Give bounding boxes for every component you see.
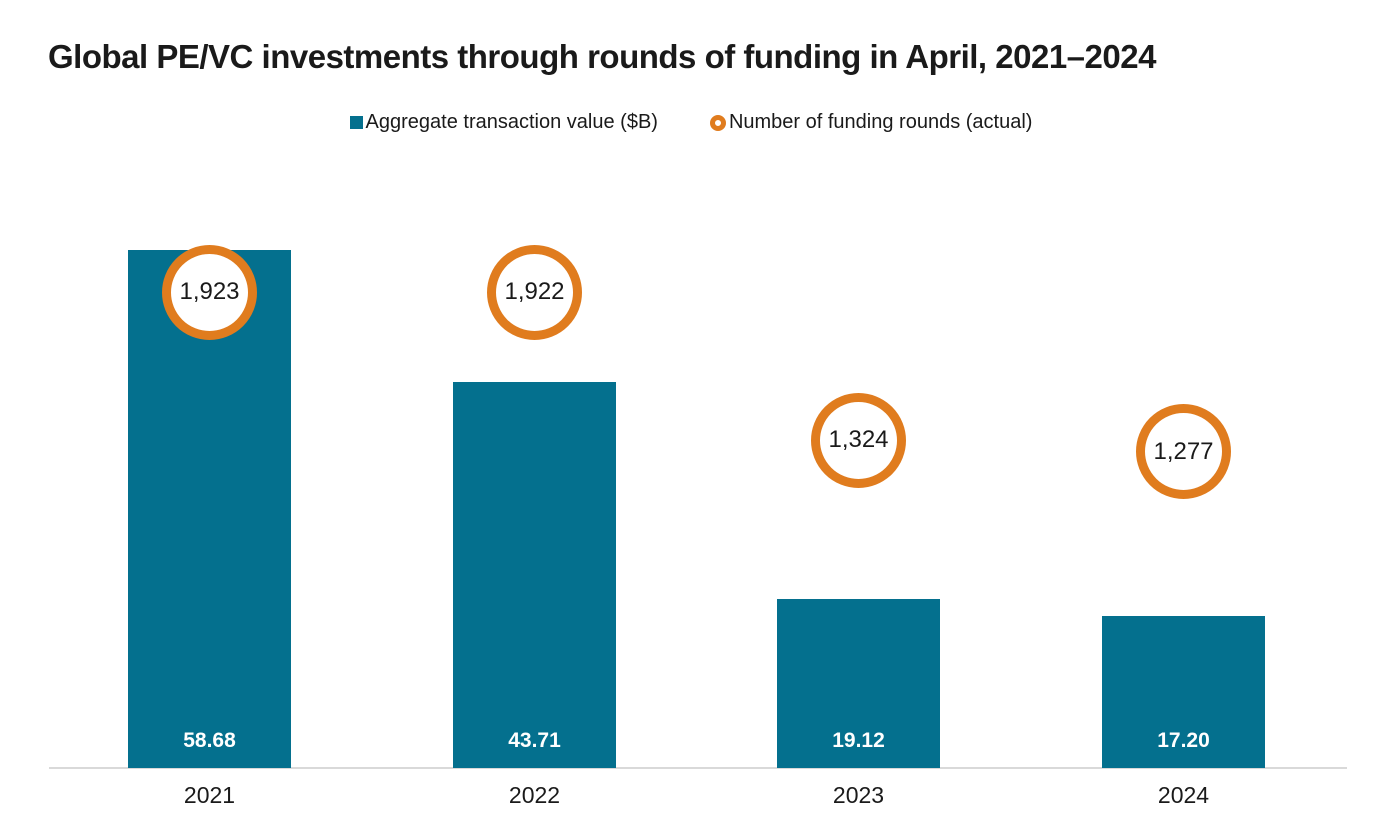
bar-value-label: 19.12 <box>832 729 885 752</box>
circle-series-swatch-icon <box>709 114 726 131</box>
legend-item-bar-series: Aggregate transaction value ($B) <box>349 111 658 134</box>
bar-value-label: 17.20 <box>1157 729 1210 752</box>
ring-value-label: 1,922 <box>504 278 565 306</box>
x-axis-label: 2023 <box>832 782 885 808</box>
bar <box>453 382 616 768</box>
ring-value-label: 1,277 <box>1153 437 1214 465</box>
ring-marker: 1,922 <box>487 244 582 340</box>
legend-item-label: Aggregate transaction value ($B) <box>365 111 658 133</box>
legend-item-label: Number of funding rounds (actual) <box>728 111 1033 133</box>
chart-title: Global PE/VC investments through rounds … <box>48 38 1156 75</box>
legend-item-circle-series: Number of funding rounds (actual) <box>709 111 1033 134</box>
ring-value-label: 1,324 <box>828 426 889 454</box>
ring-marker: 1,923 <box>162 244 257 340</box>
x-axis-label: 2021 <box>183 782 236 808</box>
x-axis-label: 2022 <box>508 782 561 808</box>
ring-marker: 1,277 <box>1136 404 1231 500</box>
bar-series-swatch-icon <box>349 116 363 129</box>
bar <box>777 599 940 768</box>
ring-value-label: 1,923 <box>179 278 240 305</box>
x-axis-line <box>49 767 1347 769</box>
bar-value-label: 43.71 <box>508 729 561 752</box>
x-axis-label: 2024 <box>1157 782 1210 808</box>
legend: Aggregate transaction value ($B) Number … <box>0 111 1382 134</box>
bar <box>1102 616 1265 768</box>
bar-value-label: 58.68 <box>183 729 236 752</box>
ring-marker: 1,324 <box>811 392 906 488</box>
